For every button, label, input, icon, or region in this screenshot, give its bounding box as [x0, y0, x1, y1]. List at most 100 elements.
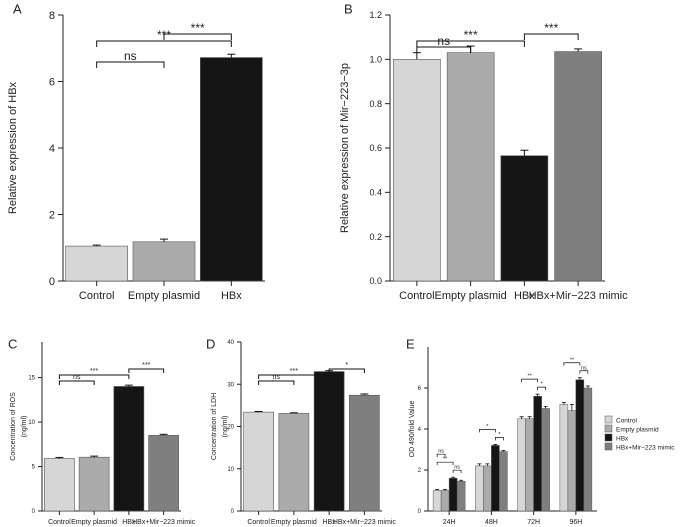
panel-b-x-tick-label: Empty plasmid — [435, 290, 507, 302]
panel-c-y-tick-label: 5 — [32, 465, 36, 471]
panel-c-y-tick-label: 0 — [32, 509, 36, 515]
panel-b-x-tick-label: Control — [399, 290, 434, 302]
panel-d-y-tick-label: 0 — [231, 509, 235, 515]
panel-e-y-tick-label: 0 — [418, 509, 422, 515]
panel-a-y-tick-label: 8 — [49, 10, 55, 22]
panel-b-bar — [500, 155, 549, 282]
panel-d-significance-bracket — [258, 380, 295, 385]
panel-a-significance-label: *** — [191, 21, 205, 35]
panel-e-significance-bracket — [479, 429, 496, 433]
panel-b-significance-bracket — [416, 40, 525, 47]
panel-d-significance-label: *** — [290, 368, 298, 375]
panel-e-bar — [583, 387, 593, 512]
panel-c-significance-label: *** — [142, 362, 150, 369]
panel-b-y-tick-label: 0.4 — [369, 187, 382, 197]
panel-c-significance-label: *** — [90, 368, 98, 375]
panel-d-x-tick-label: HBx — [323, 519, 337, 526]
panel-b-x-tick-label: HBx — [514, 290, 535, 302]
panel-b-y-tick-label: 1.0 — [369, 54, 382, 64]
panel-b-y-tick-label: 0.8 — [369, 99, 382, 109]
panel-e-significance-label: ns — [438, 449, 444, 455]
panel-e-significance-label: ** — [527, 374, 532, 380]
panel-e-significance-label: ns — [454, 465, 460, 471]
panel-a-significance-label: ns — [124, 49, 137, 63]
panel-b-letter: B — [344, 1, 353, 16]
panel-e-bar — [440, 490, 450, 512]
panel-e-bar — [456, 481, 466, 512]
panel-e-bar — [575, 379, 585, 512]
panel-e-significance-label: * — [541, 382, 544, 388]
panel-a-significance-bracket — [163, 33, 232, 40]
panel-c-significance-label: ns — [73, 374, 81, 381]
panel-e-y-tick-label: 4 — [418, 427, 422, 433]
panel-c-letter: C — [8, 336, 17, 351]
panel-d-significance-label: ns — [273, 374, 281, 381]
panel-e-bar — [491, 445, 500, 512]
panel-e-significance-bracket — [579, 370, 589, 374]
panel-d-y-axis-label: (ng/ml) — [222, 416, 229, 438]
panel-c-significance-bracket — [58, 374, 130, 379]
panel-e-bar — [567, 410, 577, 512]
panel-a-y-tick-label: 6 — [49, 76, 55, 88]
panel-c-y-axis-label: (ng/ml) — [21, 416, 28, 438]
panel-b-significance-bracket — [523, 33, 579, 40]
panel-e-legend-label: HBx — [616, 436, 629, 443]
panel-b-x-tick-label: HBx+Mir−223 mimic — [529, 290, 629, 302]
panel-c-significance-bracket — [58, 380, 95, 385]
panel-d: D 0 10 20 30 40 Concentration of LDH (ng/ml) Con… — [206, 336, 396, 526]
panel-e-legend-label: HBx+Mir−223 mimic — [616, 445, 675, 452]
panel-b-bar — [554, 51, 602, 282]
panel-d-bar — [313, 371, 345, 512]
panel-d-y-tick-label: 30 — [227, 382, 234, 388]
panel-a-bar — [200, 57, 263, 282]
panel-a-bar — [65, 245, 128, 282]
panel-a-x-tick-label: Control — [79, 290, 114, 302]
panel-e-legend-swatch — [604, 442, 613, 451]
panel-e-significance-label: * — [498, 432, 501, 438]
panel-e-bar — [483, 465, 492, 512]
panel-a-y-tick-label: 4 — [49, 143, 55, 155]
panel-a-letter: A — [13, 1, 22, 16]
panel-c-bar — [78, 456, 110, 512]
panel-e-significance-bracket — [452, 469, 462, 474]
panel-c: C 0 5 10 15 Concentration of ROS (ng/ml) Contro… — [8, 336, 196, 526]
panel-e-significance-label: ** — [570, 357, 575, 363]
panel-e-significance-bracket — [436, 461, 454, 466]
panel-a-significance-bracket — [96, 61, 165, 68]
panel-a-x-tick-label: HBx — [221, 290, 242, 302]
panel-d-y-tick-label: 40 — [227, 340, 234, 346]
panel-e-legend-swatch — [604, 415, 613, 424]
panel-e-legend-swatch — [604, 433, 613, 442]
panel-e-x-tick-label: 24H — [443, 519, 456, 526]
panel-e-x-tick-label: 48H — [485, 519, 498, 526]
panel-b-y-tick-label: 1.2 — [369, 10, 382, 20]
panel-e-y-axis-label: OD 490/fold Value — [409, 401, 416, 458]
panel-b-y-axis-label: Relative expression of Mir−223−3p — [339, 63, 351, 233]
panel-e-legend-swatch — [604, 424, 613, 433]
panel-c-bar — [113, 386, 145, 512]
panel-c-bar — [44, 458, 75, 512]
panel-d-significance-bracket — [328, 368, 365, 373]
panel-c-y-axis-label: Concentration of ROS — [10, 392, 17, 461]
panel-e-bar — [533, 395, 542, 512]
panel-a-significance-label: *** — [157, 28, 171, 42]
panel-e-bar — [432, 490, 442, 512]
panel-d-y-tick-label: 20 — [227, 425, 234, 431]
panel-b: B 0.0 0.2 0.4 0.6 0.8 1.0 1.2 Relative expressio… — [339, 1, 628, 302]
panel-e-letter: E — [406, 336, 415, 351]
panel-d-x-tick-label: HBx+Mir−223 mimic — [333, 519, 397, 526]
panel-c-bar — [148, 435, 179, 512]
panel-c-x-tick-label: Empty plasmid — [71, 519, 117, 526]
panel-e-x-tick-label: 72H — [527, 519, 540, 526]
panel-c-y-tick-label: 10 — [28, 420, 35, 426]
panel-c-x-tick-label: Control — [48, 519, 71, 526]
panel-e-bar — [559, 404, 569, 512]
panel-e-significance-bracket — [436, 453, 446, 458]
panel-e-y-tick-label: 6 — [418, 386, 422, 392]
panel-e-legend-label: Empty plasmid — [616, 427, 659, 434]
panel-b-y-tick-label: 0.6 — [369, 143, 382, 153]
panel-a-x-tick-label: Empty plasmid — [128, 290, 200, 302]
panel-a-y-tick-label: 0 — [49, 276, 55, 288]
